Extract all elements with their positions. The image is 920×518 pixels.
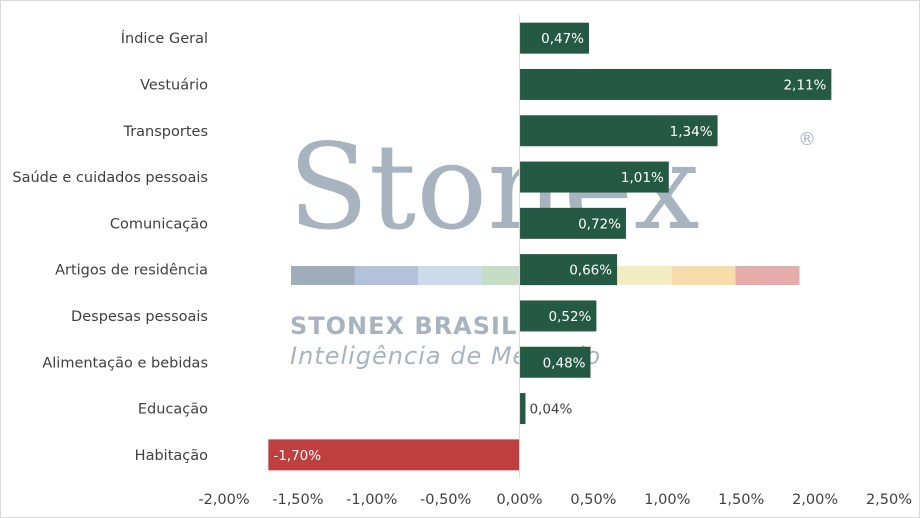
category-label: Alimentação e bebidas	[42, 355, 208, 371]
x-tick-label: -2,00%	[198, 492, 249, 508]
x-tick-label: 1,00%	[644, 492, 690, 508]
data-label: 0,52%	[549, 309, 592, 325]
data-label: 0,04%	[529, 402, 572, 418]
category-label: Transportes	[122, 124, 208, 140]
x-tick-label: -0,50%	[420, 492, 471, 508]
data-label: 0,47%	[541, 31, 584, 47]
bar	[519, 68, 832, 100]
watermark-stripe-segment	[608, 266, 673, 285]
data-label: 1,34%	[670, 124, 713, 140]
data-label: 0,66%	[569, 263, 612, 279]
x-tick-label: 2,50%	[866, 492, 912, 508]
watermark-stripe-segment	[291, 266, 355, 285]
watermark-stripe-segment	[418, 266, 482, 285]
bar	[519, 393, 526, 425]
bar	[519, 254, 618, 286]
data-label: 1,01%	[621, 170, 664, 186]
watermark-registered-mark: ®	[798, 129, 816, 150]
x-tick-label: -1,50%	[272, 492, 323, 508]
bar	[519, 22, 590, 54]
data-label: 2,11%	[783, 77, 826, 93]
bar	[519, 161, 669, 193]
category-label: Artigos de residência	[55, 263, 208, 279]
bar	[268, 439, 520, 471]
bar	[519, 207, 626, 239]
x-tick-label: -1,00%	[346, 492, 397, 508]
data-label: -1,70%	[273, 448, 321, 464]
x-tick-label: 0,00%	[497, 492, 543, 508]
category-label: Saúde e cuidados pessoais	[12, 170, 208, 186]
data-labels: 0,47% 2,11% 1,34% 1,01% 0,72% 0,66% 0,52% 0,48%…	[273, 31, 826, 464]
data-label: 0,72%	[578, 216, 621, 232]
bar	[519, 115, 718, 147]
category-label: Despesas pessoais	[71, 309, 208, 325]
category-label: Índice Geral	[121, 30, 208, 47]
x-tick-label: 2,00%	[792, 492, 838, 508]
x-axis-tick-labels: -2,00% -1,50% -1,00% -0,50% 0,00% 0,50% 1,00% 1…	[198, 492, 912, 508]
category-labels: Índice Geral Vestuário Transportes Saúde e …	[12, 30, 208, 464]
bars-group	[268, 22, 832, 471]
watermark-stripe-segment	[354, 266, 419, 285]
watermark-line1: STONEX BRASIL	[290, 312, 517, 340]
data-label: 0,48%	[543, 355, 586, 371]
category-label: Comunicação	[110, 216, 208, 232]
category-label: Educação	[138, 402, 208, 418]
x-tick-label: 0,50%	[570, 492, 616, 508]
category-label: Habitação	[135, 448, 208, 464]
watermark-stripe-segment	[735, 266, 800, 285]
x-tick-label: 1,50%	[718, 492, 764, 508]
bar	[519, 300, 597, 332]
watermark-stripe-segment	[672, 266, 736, 285]
category-label: Vestuário	[140, 77, 208, 93]
bar	[519, 346, 591, 378]
